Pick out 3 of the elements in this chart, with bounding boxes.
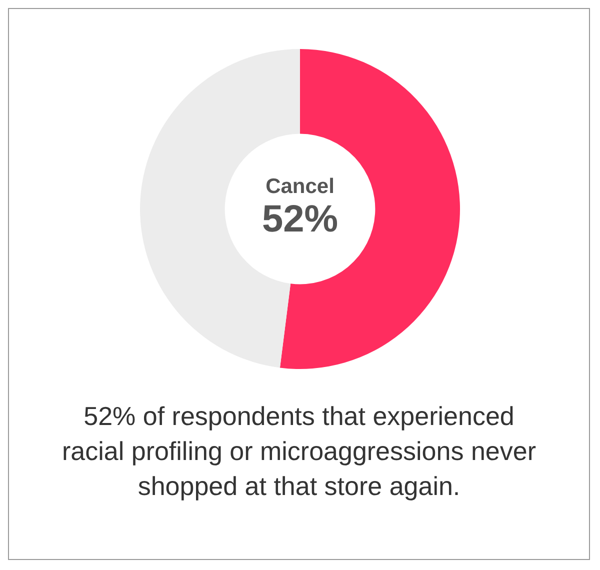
slice-label: Cancel — [266, 174, 334, 198]
text: 52% of respondents that experienced racial profiling or microaggressions never shopped at that store again. — [61, 400, 537, 503]
data-label: 52% — [262, 198, 338, 240]
